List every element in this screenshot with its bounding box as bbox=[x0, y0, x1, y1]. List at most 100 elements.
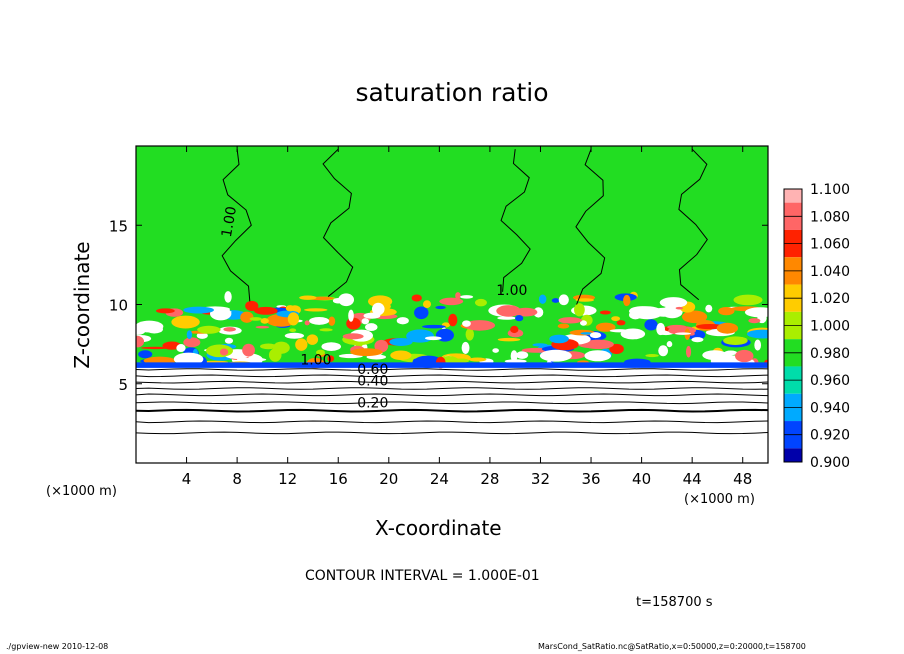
lower-band bbox=[136, 364, 768, 463]
cloud-patch bbox=[306, 334, 319, 345]
contour-label: 1.00 bbox=[300, 353, 331, 369]
cloud-patch bbox=[421, 324, 446, 329]
colorbar-label: 1.060 bbox=[810, 237, 850, 253]
x-tick-label: 32 bbox=[531, 470, 550, 488]
x-tick-label: 8 bbox=[232, 470, 242, 488]
cloud-patch bbox=[667, 324, 687, 330]
cloud-patch bbox=[538, 294, 547, 304]
cloud-patch bbox=[254, 306, 278, 315]
cloud-patch bbox=[321, 342, 342, 351]
colorbar-swatch bbox=[784, 407, 802, 422]
cloud-patch bbox=[406, 329, 434, 343]
cloud-patch bbox=[136, 335, 145, 348]
cloud-patch bbox=[675, 332, 691, 335]
cloud-patch bbox=[580, 332, 593, 335]
colorbar-swatch bbox=[784, 380, 802, 394]
cloud-patch bbox=[504, 359, 527, 364]
time-label: t=158700 s bbox=[636, 595, 713, 610]
cloud-patch bbox=[219, 348, 229, 356]
contour-line bbox=[136, 387, 768, 390]
cloud-patch bbox=[718, 306, 735, 316]
colorbar-swatch bbox=[784, 202, 802, 217]
cloud-patch bbox=[145, 325, 163, 334]
cloud-patch bbox=[533, 307, 544, 318]
cloud-patch bbox=[240, 311, 254, 323]
cloud-patch bbox=[328, 316, 336, 326]
cloud-patch bbox=[515, 315, 524, 322]
cloud-patch bbox=[496, 305, 521, 317]
cloud-patch bbox=[183, 337, 201, 348]
colorbar-swatch bbox=[784, 311, 802, 326]
cloud-patch bbox=[346, 317, 361, 330]
cloud-patch bbox=[705, 304, 713, 313]
y-axis-label: Z-coordinate bbox=[70, 241, 94, 369]
x-axis: 4 8 12 16 20 24 28 32 36 40 44 48 bbox=[182, 146, 752, 488]
colorbar-label: 0.980 bbox=[810, 346, 850, 362]
colorbar-swatch bbox=[784, 393, 802, 408]
cloud-patch bbox=[390, 350, 412, 361]
colorbar-swatch bbox=[784, 189, 802, 203]
cloud-patch bbox=[635, 308, 643, 318]
cloud-patch bbox=[342, 333, 364, 340]
footer-left: ./gpview-new 2010-12-08 bbox=[6, 642, 109, 651]
colorbar-swatch bbox=[784, 352, 802, 367]
colorbar-swatch bbox=[784, 243, 802, 258]
y-axis: 5 10 15 bbox=[109, 217, 768, 394]
colorbar-swatch bbox=[784, 298, 802, 312]
contour-line bbox=[221, 149, 252, 302]
cloud-patch bbox=[666, 341, 673, 348]
cloud-patch bbox=[338, 293, 355, 307]
cloud-patch bbox=[319, 328, 333, 332]
cloud-patch bbox=[209, 307, 232, 321]
cloud-patch bbox=[186, 330, 193, 340]
cloud-patch bbox=[260, 343, 277, 350]
cloud-patch bbox=[224, 291, 232, 303]
cloud-patch bbox=[284, 332, 305, 339]
cloud-patch bbox=[411, 294, 422, 302]
saturation-field bbox=[136, 146, 768, 463]
cloud-patch bbox=[365, 323, 378, 331]
cloud-patch bbox=[735, 349, 754, 363]
cloud-patch bbox=[268, 348, 282, 362]
colorbar-label: 1.100 bbox=[810, 182, 850, 198]
contour-label: 0.40 bbox=[357, 373, 388, 389]
cloud-patch bbox=[216, 310, 232, 314]
footer-right: MarsCond_SatRatio.nc@SatRatio,x=0:50000,… bbox=[538, 642, 806, 651]
cloud-patch bbox=[497, 337, 521, 342]
cloud-patch bbox=[754, 339, 762, 351]
cloud-patch bbox=[589, 332, 602, 339]
cloud-patch bbox=[255, 325, 270, 329]
cloud-patch bbox=[363, 312, 381, 319]
cloud-patch bbox=[348, 309, 354, 322]
cloud-patch bbox=[439, 297, 464, 306]
colorbar-swatch bbox=[784, 339, 802, 353]
cloud-patch bbox=[611, 316, 621, 322]
cloud-patch bbox=[422, 300, 432, 309]
cloud-patch bbox=[510, 325, 519, 334]
x-tick-label: 40 bbox=[632, 470, 651, 488]
cloud-patch bbox=[304, 320, 310, 326]
cloud-patch bbox=[682, 310, 708, 324]
contour-line bbox=[500, 149, 531, 292]
cloud-patch bbox=[659, 297, 688, 309]
cloud-patch bbox=[371, 302, 385, 316]
contour-line bbox=[575, 148, 606, 305]
cloud-patch bbox=[461, 341, 470, 354]
cloud-patch bbox=[575, 298, 595, 302]
contour-line bbox=[136, 380, 768, 384]
cloud-patch bbox=[455, 292, 461, 300]
contour-line bbox=[136, 408, 768, 413]
cloud-patch bbox=[579, 320, 587, 326]
cloud-patch bbox=[746, 329, 768, 339]
contour-line bbox=[136, 368, 768, 371]
colorbar-swatch bbox=[784, 257, 802, 271]
cloud-patch bbox=[609, 343, 624, 355]
cloud-patch bbox=[285, 305, 295, 312]
colorbar-swatch bbox=[784, 421, 802, 435]
cloud-patch bbox=[448, 313, 458, 327]
contour-line bbox=[136, 431, 768, 435]
cloud-patch bbox=[584, 350, 611, 362]
x-tick-label: 28 bbox=[480, 470, 499, 488]
cloud-patch bbox=[327, 355, 335, 362]
cloud-patch bbox=[644, 319, 658, 331]
